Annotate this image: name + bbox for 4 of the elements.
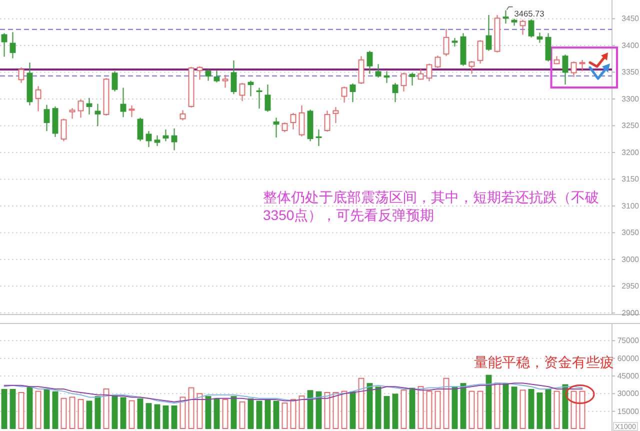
annotation: 整体仍处于底部震荡区间，其中，短期若还抗跌（不破3350点），可先看反弹预期 — [263, 188, 600, 224]
annotation: 3465.73 — [506, 6, 544, 18]
annotation: 量能平稳，资金有些疲 — [474, 354, 614, 370]
annotation: 3465.73 — [514, 8, 545, 18]
